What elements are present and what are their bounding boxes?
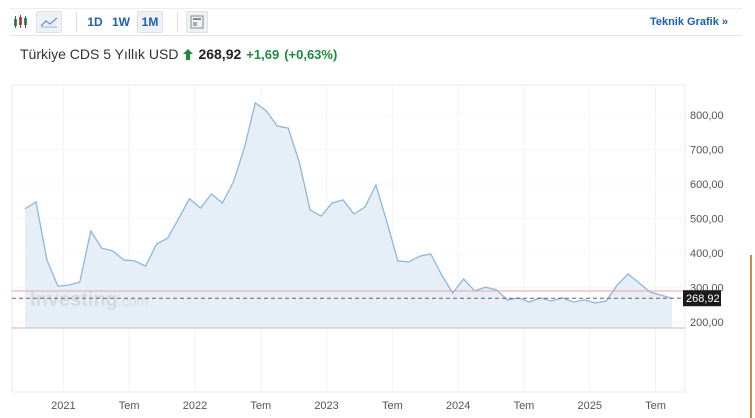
divider xyxy=(177,12,178,32)
technical-chart-link[interactable]: Teknik Grafik » xyxy=(649,16,728,28)
y-tick-label: 700,00 xyxy=(690,145,724,157)
instrument-title: Türkiye CDS 5 Yıllık USD xyxy=(20,46,179,62)
x-tick-label: 2021 xyxy=(51,400,75,412)
interval-1m-button[interactable]: 1M xyxy=(137,11,163,33)
plot-frame xyxy=(11,84,686,393)
y-tick-label: 400,00 xyxy=(690,248,724,260)
area-chart-icon xyxy=(40,17,58,28)
interval-1w-button[interactable]: 1W xyxy=(112,15,130,29)
window-edge xyxy=(750,255,752,418)
layout-icon xyxy=(190,15,204,29)
y-tick-label: 600,00 xyxy=(690,179,724,191)
x-tick-label: 2025 xyxy=(578,400,602,412)
x-tick-label: Tem xyxy=(382,400,403,412)
last-price: 268,92 xyxy=(198,46,242,62)
x-tick-label: Tem xyxy=(514,400,535,412)
y-tick-label: 500,00 xyxy=(690,214,724,226)
price-change-percent: (+0,63%) xyxy=(284,46,338,62)
area-chart-button[interactable] xyxy=(36,11,62,33)
watermark-logo-suffix: .com xyxy=(118,293,148,309)
x-tick-label: Tem xyxy=(119,400,140,412)
x-tick-label: Tem xyxy=(250,400,271,412)
watermark-logo: Investing xyxy=(30,289,118,311)
candlestick-chart-button[interactable] xyxy=(10,12,30,32)
price-change: +1,69 xyxy=(246,46,280,62)
arrow-up-icon xyxy=(183,48,194,60)
area-fill xyxy=(25,102,672,329)
x-tick-label: 2022 xyxy=(183,400,207,412)
price-line xyxy=(24,101,673,304)
chart-toolbar: 1D 1W 1M Teknik Grafik » xyxy=(10,8,742,36)
interval-1d-button[interactable]: 1D xyxy=(87,15,103,29)
y-tick-label: 200,00 xyxy=(690,317,724,329)
x-tick-label: 2024 xyxy=(446,400,470,412)
divider xyxy=(76,12,77,32)
x-tick-label: 2023 xyxy=(314,400,338,412)
current-price-badge xyxy=(683,290,721,307)
x-tick-label: Tem xyxy=(645,400,666,412)
layout-button[interactable] xyxy=(186,11,208,33)
current-price-label: 268,92 xyxy=(686,293,720,305)
candlestick-icon xyxy=(14,15,27,28)
instrument-header: Türkiye CDS 5 Yıllık USD 268,92 +1,69 (+… xyxy=(20,46,337,62)
y-tick-label: 800,00 xyxy=(690,110,724,122)
